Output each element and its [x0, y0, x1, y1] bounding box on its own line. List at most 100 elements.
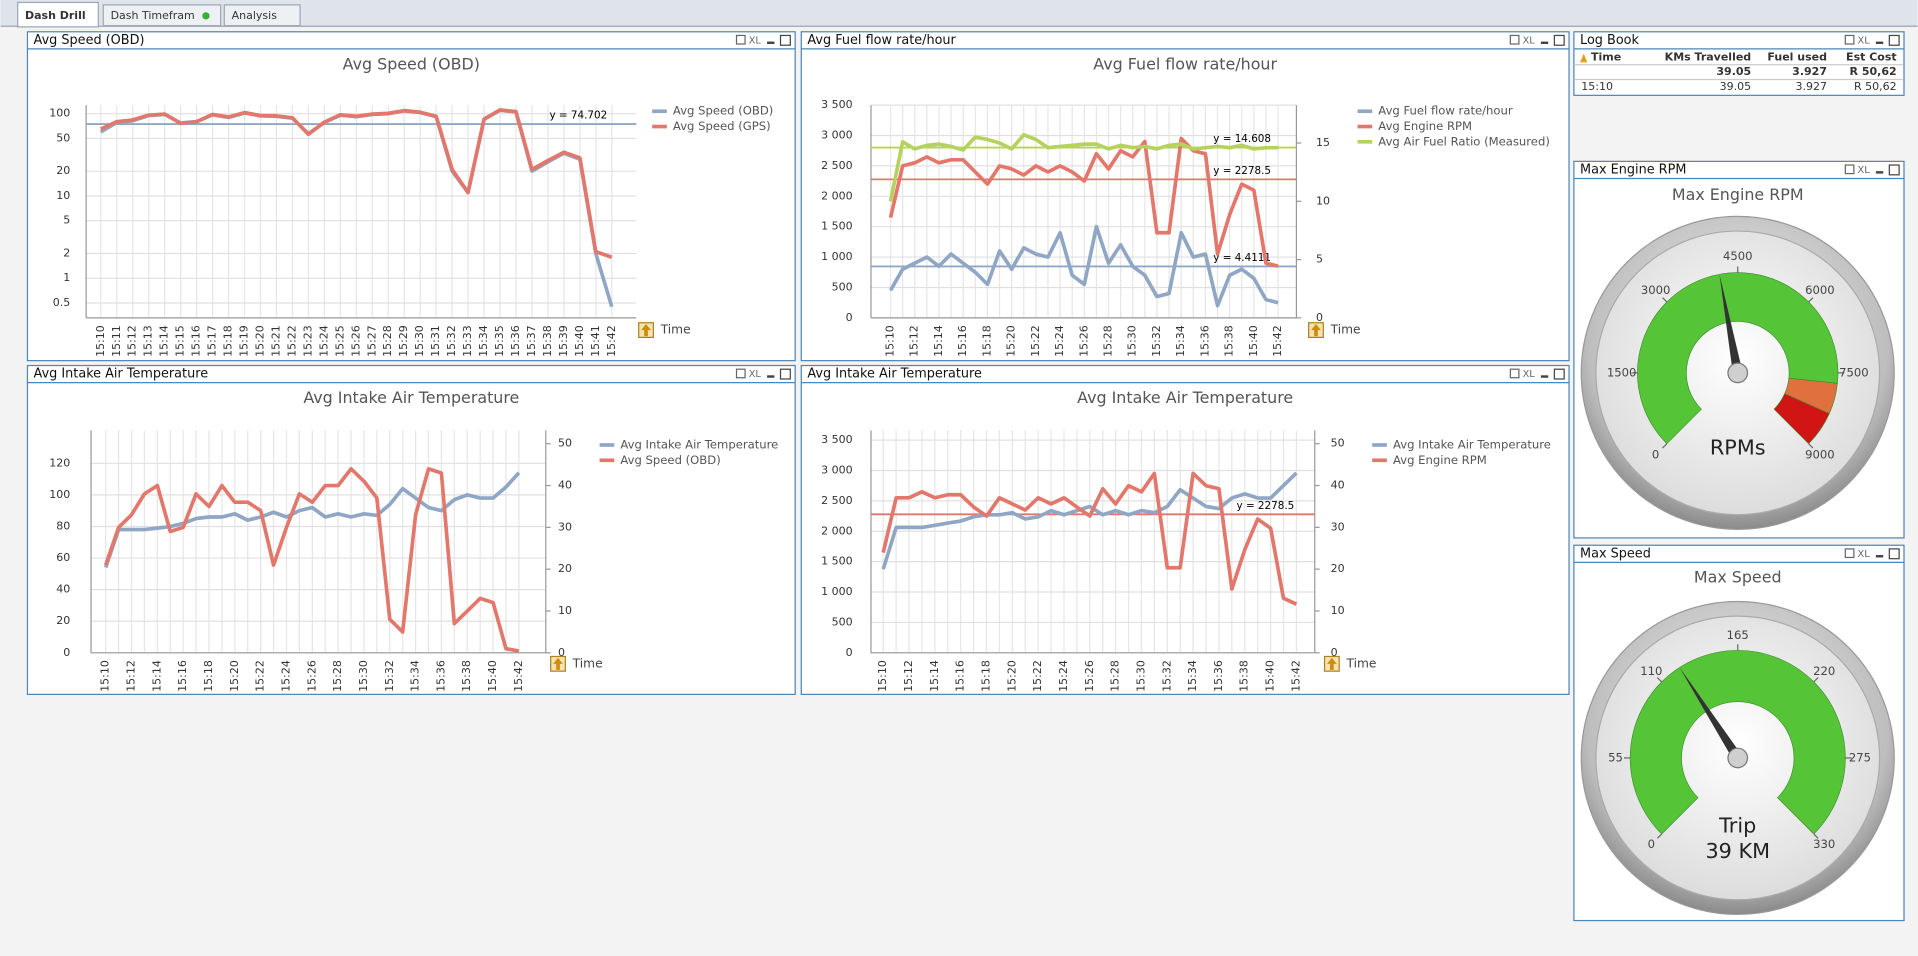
y2-tick-label: 50 — [1331, 437, 1345, 450]
print-icon[interactable] — [1844, 164, 1855, 175]
y-tick-label: 80 — [56, 519, 70, 532]
y-tick-label: 2 500 — [821, 159, 853, 172]
print-icon[interactable] — [1844, 34, 1855, 45]
print-icon[interactable] — [735, 368, 746, 379]
x-tick-label: 15:26 — [305, 660, 318, 692]
status-dot — [202, 12, 210, 20]
x-tick-label: 15:16 — [190, 325, 203, 357]
x-tick-label: 15:37 — [525, 325, 538, 357]
maximize-icon[interactable] — [779, 368, 791, 380]
print-icon[interactable] — [1844, 548, 1855, 559]
panel-title: Max Engine RPM — [1580, 162, 1686, 177]
table-cell: R 50,62 — [1854, 80, 1897, 93]
x-tick-label: 15:14 — [158, 325, 171, 357]
minimize-icon[interactable] — [1540, 41, 1549, 45]
chart-title: Avg Speed (OBD) — [343, 54, 480, 73]
maximize-icon[interactable] — [779, 34, 791, 46]
gauge-tick-label: 55 — [1608, 750, 1623, 764]
gauge-band — [1637, 272, 1839, 445]
gauge-tick — [1813, 833, 1819, 839]
series-line — [888, 133, 1279, 202]
x-tick-label: 15:12 — [902, 660, 915, 692]
x-tick-label: 15:12 — [125, 660, 138, 692]
gauge-band — [1773, 393, 1830, 445]
x-tick-label: 15:12 — [908, 325, 921, 357]
legend-label: Avg Speed (OBD) — [620, 453, 720, 467]
x-tick-label: 15:15 — [174, 325, 187, 357]
minimize-icon[interactable] — [1875, 555, 1884, 558]
series-line — [100, 108, 613, 259]
gauge-tick — [1808, 443, 1814, 449]
maximize-icon[interactable] — [1553, 34, 1565, 46]
x-tick-label: 15:26 — [1077, 325, 1090, 357]
x-tick-label: 15:10 — [884, 325, 897, 357]
print-icon[interactable] — [1509, 368, 1520, 379]
y-tick-label: 60 — [56, 551, 70, 564]
maximize-icon[interactable] — [1553, 368, 1565, 380]
minimize-icon[interactable] — [1875, 171, 1884, 174]
maximize-icon[interactable] — [1888, 34, 1900, 46]
x-tick-label: 15:14 — [150, 660, 163, 692]
panel-title: Avg Intake Air Temperature — [34, 367, 209, 382]
y2-tick-label: 40 — [558, 479, 572, 492]
x-tick-label: 15:18 — [980, 660, 993, 692]
tab[interactable] — [223, 4, 301, 27]
y-tick-label: 50 — [56, 131, 70, 144]
print-icon[interactable] — [735, 34, 746, 45]
y-tick-label: 100 — [49, 488, 70, 501]
legend-label: Avg Intake Air Temperature — [1393, 437, 1551, 451]
gauge-tick-label: 0 — [1648, 837, 1655, 851]
tab-label[interactable]: Analysis — [232, 9, 278, 22]
xl-icon[interactable]: XL — [1858, 165, 1871, 176]
x-tick-label: 15:34 — [409, 660, 422, 692]
gauge-tick-label: 9000 — [1805, 447, 1835, 461]
legend-label: Avg Speed (OBD) — [673, 104, 773, 118]
sort-arrow — [641, 323, 651, 337]
xl-icon[interactable]: XL — [1523, 35, 1536, 46]
xl-icon[interactable]: XL — [1858, 549, 1871, 560]
minimize-icon[interactable] — [1540, 375, 1549, 378]
x-tick-label: 15:35 — [493, 325, 506, 357]
tab-label[interactable]: Dash Timefram — [111, 9, 195, 22]
x-tick-label: 15:40 — [486, 660, 499, 692]
y-tick-label: 0 — [846, 311, 853, 324]
x-tick-label: 15:38 — [460, 660, 473, 692]
xl-icon[interactable]: XL — [1523, 369, 1536, 380]
tab[interactable] — [102, 4, 222, 27]
x-tick-label: 15:22 — [285, 325, 298, 357]
minimize-icon[interactable] — [1875, 41, 1884, 45]
gauge-tick-label: 110 — [1640, 664, 1662, 678]
x-tick-label: 15:36 — [509, 325, 522, 357]
reference-label: y = 74.702 — [549, 110, 607, 122]
x-tick-label: 15:24 — [1057, 660, 1070, 692]
xl-icon[interactable]: XL — [749, 35, 762, 46]
gauge-tick-label: 4500 — [1723, 249, 1753, 263]
x-tick-label: 15:42 — [512, 660, 525, 692]
minimize-icon[interactable] — [767, 375, 775, 378]
chart-title: Avg Intake Air Temperature — [1077, 388, 1293, 407]
maximize-icon[interactable] — [1888, 548, 1900, 560]
series-line — [103, 466, 520, 653]
sort-arrow — [553, 657, 563, 670]
y-tick-label: 2 000 — [821, 524, 853, 537]
x-tick-label: 15:36 — [434, 660, 447, 692]
x-tick-label: 15:34 — [1174, 325, 1187, 357]
print-icon[interactable] — [1509, 34, 1520, 45]
legend-label: Avg Air Fuel Ratio (Measured) — [1378, 134, 1550, 148]
xl-icon[interactable]: XL — [749, 369, 762, 380]
tab[interactable] — [17, 1, 99, 28]
x-tick-label: 15:40 — [573, 325, 586, 357]
tab-label[interactable]: Dash Drill — [25, 9, 86, 22]
x-tick-label: 15:30 — [1126, 325, 1139, 357]
y2-tick-label: 20 — [1331, 562, 1345, 575]
x-axis-title: Time — [1346, 656, 1377, 670]
minimize-icon[interactable] — [767, 41, 775, 45]
xl-icon[interactable]: XL — [1858, 35, 1871, 46]
gauge-tick-label: 0 — [1652, 447, 1659, 461]
column-header: Fuel used — [1767, 50, 1827, 63]
y2-tick-label: 40 — [1331, 479, 1345, 492]
table-cell: 39.05 — [1720, 80, 1752, 93]
y-tick-label: 0.5 — [53, 296, 71, 309]
maximize-icon[interactable] — [1888, 164, 1900, 176]
